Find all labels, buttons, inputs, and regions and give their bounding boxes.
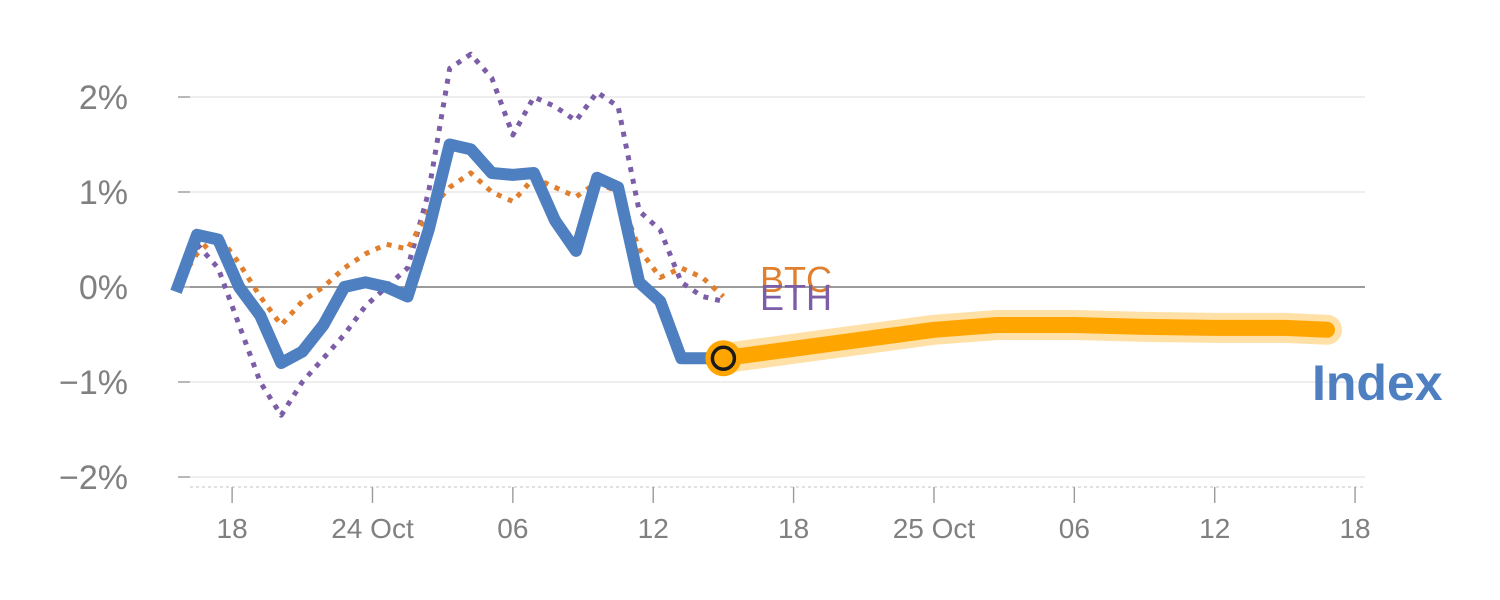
y-tick-label: 2% <box>79 79 128 117</box>
x-axis: 18 24 Oct 06 12 18 25 Oct 06 12 18 <box>190 486 1371 544</box>
forecast-series-line <box>715 317 1335 367</box>
x-tick-label: 06 <box>497 513 528 544</box>
x-tick-label: 06 <box>1059 513 1090 544</box>
y-axis: 2% 1% 0% −1% −2% <box>59 79 190 497</box>
index-series-line <box>170 138 724 369</box>
y-tick-label: −2% <box>59 459 128 497</box>
x-tick-label: 24 Oct <box>331 513 414 544</box>
y-tick-label: 0% <box>79 269 128 307</box>
series-layer <box>170 51 1342 418</box>
index-series-label: Index <box>1312 355 1443 411</box>
y-tick-label: 1% <box>79 174 128 212</box>
btc-series-line <box>173 170 726 328</box>
btc-series-label: BTC <box>760 259 832 300</box>
x-tick-label: 18 <box>778 513 809 544</box>
eth-series-label: ETH <box>760 277 832 318</box>
x-tick-label: 18 <box>1339 513 1370 544</box>
eth-series-line <box>173 51 724 418</box>
x-tick-label: 12 <box>638 513 669 544</box>
current-value-marker-ring <box>710 345 737 371</box>
x-tick-label: 18 <box>217 513 248 544</box>
x-tick-label: 12 <box>1199 513 1230 544</box>
x-tick-label: 25 Oct <box>893 513 976 544</box>
y-tick-label: −1% <box>59 364 128 402</box>
marker-layer <box>705 340 742 377</box>
